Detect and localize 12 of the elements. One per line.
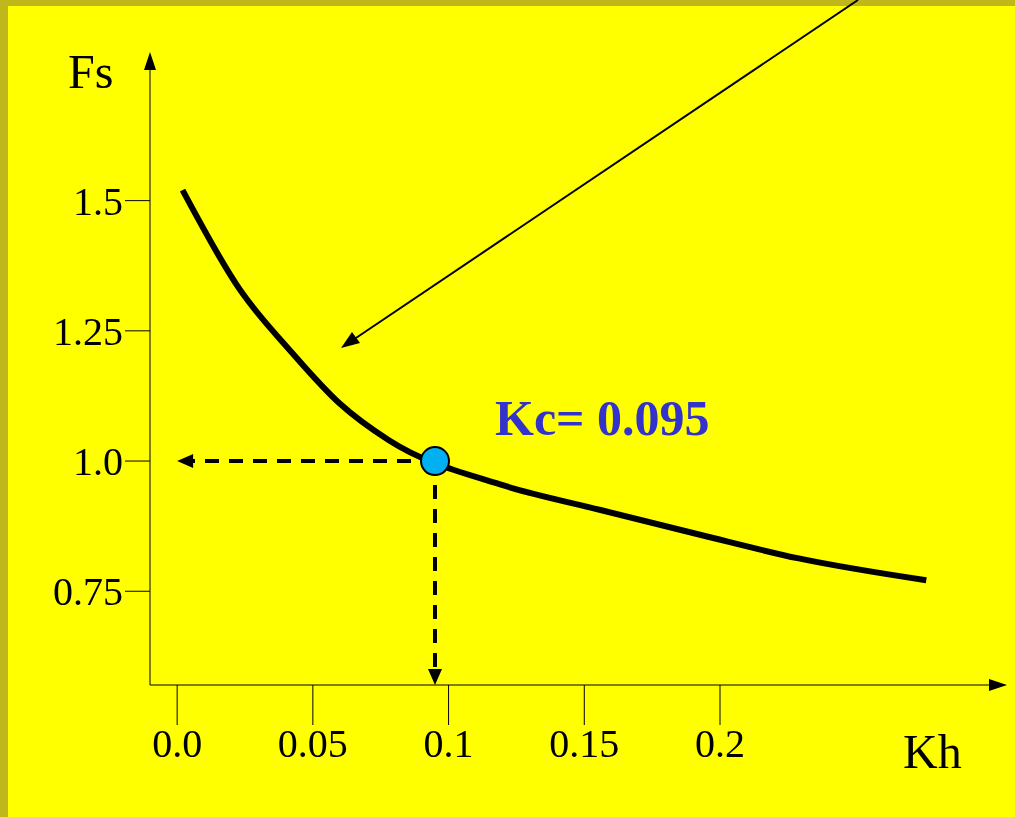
x-tick-label: 0.2	[695, 721, 745, 767]
x-axis-title: Kh	[903, 725, 962, 778]
y-tick-label: 1.5	[73, 178, 123, 224]
y-tick-label: 0.75	[53, 569, 123, 615]
x-tick-label: 0.0	[152, 721, 203, 767]
x-tick-label: 0.15	[549, 721, 620, 767]
y-tick-label: 1.25	[53, 309, 123, 355]
annotation: Kc= 0.095	[495, 390, 710, 447]
x-tick-label: 0.1	[423, 721, 474, 767]
x-tick-label: 0.05	[277, 721, 348, 767]
y-tick-label: 1.0	[73, 439, 123, 485]
y-axis-title: Fs	[68, 45, 114, 98]
